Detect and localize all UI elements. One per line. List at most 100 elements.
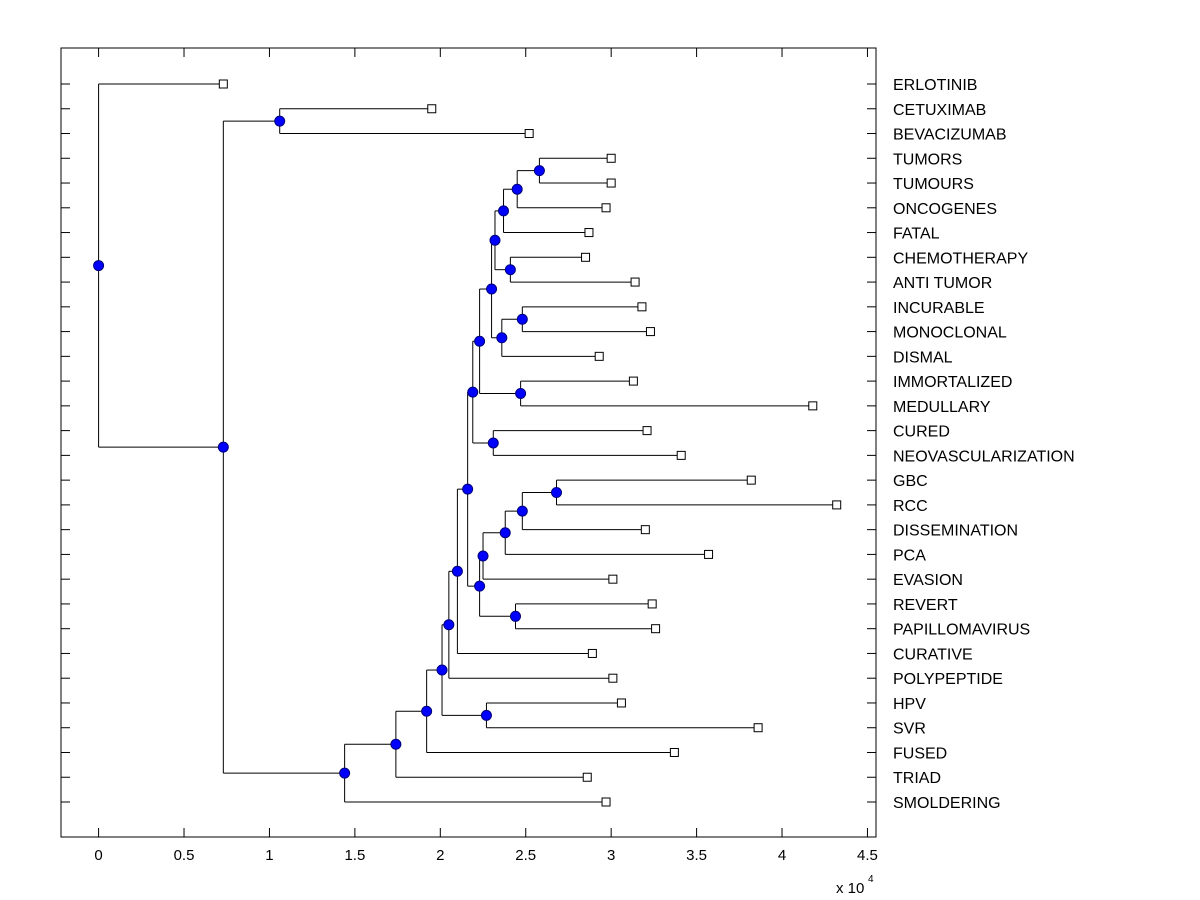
internal-node-marker xyxy=(93,260,105,272)
leaf-label: CHEMOTHERAPY xyxy=(893,250,1028,267)
internal-node-marker xyxy=(550,487,562,499)
x-tick-label: 3 xyxy=(607,847,615,864)
x-tick-label: 2.5 xyxy=(515,847,536,864)
internal-node-marker xyxy=(462,483,474,495)
internal-node-marker xyxy=(516,313,528,325)
leaf-label: CURATIVE xyxy=(893,646,973,663)
internal-node-marker xyxy=(467,386,479,398)
leaf-marker xyxy=(642,426,652,436)
leaf-label: REVERT xyxy=(893,597,958,614)
internal-node-marker xyxy=(390,738,402,750)
leaf-marker xyxy=(601,203,611,213)
leaf-marker xyxy=(601,797,611,807)
internal-node-marker xyxy=(511,183,523,195)
internal-node-marker xyxy=(480,709,492,721)
internal-node-marker xyxy=(504,264,516,276)
x-tick-label: 4.5 xyxy=(857,847,878,864)
leaf-label: TUMOURS xyxy=(893,176,974,193)
internal-node-marker xyxy=(509,610,521,622)
leaf-marker xyxy=(676,450,686,460)
leaf-marker xyxy=(628,376,638,386)
leaf-marker xyxy=(647,599,657,609)
internal-node-marker xyxy=(499,527,511,539)
axes-box xyxy=(60,47,877,838)
leaf-label: POLYPEPTIDE xyxy=(893,671,1003,688)
internal-node-marker xyxy=(474,580,486,592)
leaf-marker xyxy=(645,327,655,337)
leaf-marker xyxy=(606,178,616,188)
leaf-label: EVASION xyxy=(893,572,963,589)
leaf-label: TUMORS xyxy=(893,151,962,168)
leaf-marker xyxy=(616,698,626,708)
leaf-label: CETUXIMAB xyxy=(893,102,986,119)
leaf-label: TRIAD xyxy=(893,770,941,787)
internal-node-marker xyxy=(436,664,448,676)
x-tick-label: 0.5 xyxy=(174,847,195,864)
leaf-marker xyxy=(608,673,618,683)
leaf-markers xyxy=(218,79,842,807)
internal-node-marker xyxy=(496,332,508,344)
x-axis-ticks xyxy=(98,48,868,837)
x-axis-tick-labels: 0 0.5 1 1.5 2 2.5 3 3.5 4 4.5 xyxy=(94,847,877,864)
x-tick-label: 1 xyxy=(265,847,273,864)
internal-node-marker xyxy=(451,565,463,577)
x-tick-label: 3.5 xyxy=(686,847,707,864)
leaf-label: SVR xyxy=(893,721,926,738)
leaf-marker xyxy=(427,104,437,114)
leaf-label: HPV xyxy=(893,696,926,713)
leaf-label: MEDULLARY xyxy=(893,399,991,416)
leaf-marker xyxy=(608,574,618,584)
leaf-marker xyxy=(584,228,594,238)
x-tick-label: 4 xyxy=(778,847,786,864)
leaf-labels: ERLOTINIB CETUXIMAB BEVACIZUMAB TUMORS TUMOU… xyxy=(893,77,1075,812)
leaf-marker xyxy=(581,252,591,262)
leaf-marker xyxy=(587,648,597,658)
x-tick-label: 1.5 xyxy=(344,847,365,864)
leaf-label: SMOLDERING xyxy=(893,795,1001,812)
leaf-label: FATAL xyxy=(893,226,940,243)
internal-node-marker xyxy=(516,505,528,517)
leaf-marker xyxy=(832,500,842,510)
leaf-marker xyxy=(753,723,763,733)
internal-node-marker xyxy=(443,619,455,631)
internal-node-marker xyxy=(339,767,351,779)
x-axis-multiplier-exponent: 4 xyxy=(868,874,874,885)
leaf-marker xyxy=(582,772,592,782)
leaf-marker xyxy=(651,624,661,634)
internal-node-marker xyxy=(274,115,286,127)
internal-node-marker xyxy=(515,387,527,399)
leaf-label: NEOVASCULARIZATION xyxy=(893,448,1075,465)
internal-node-marker xyxy=(477,550,489,562)
leaf-marker xyxy=(704,549,714,559)
dendrogram-branches xyxy=(98,83,837,803)
x-tick-label: 0 xyxy=(94,847,102,864)
leaf-label: RCC xyxy=(893,498,928,515)
leaf-label: DISSEMINATION xyxy=(893,523,1018,540)
y-axis-ticks xyxy=(61,83,876,803)
internal-node-marker xyxy=(421,705,433,717)
leaf-label: PCA xyxy=(893,547,926,564)
leaf-label: IMMORTALIZED xyxy=(893,374,1012,391)
leaf-marker xyxy=(637,302,647,312)
leaf-label: PAPILLOMAVIRUS xyxy=(893,622,1030,639)
leaf-label: INCURABLE xyxy=(893,300,985,317)
leaf-label: CURED xyxy=(893,424,950,441)
leaf-label: GBC xyxy=(893,473,928,490)
leaf-label: ONCOGENES xyxy=(893,201,997,218)
x-axis-multiplier-label: x 10 xyxy=(836,880,864,897)
leaf-marker xyxy=(746,475,756,485)
internal-node-marker xyxy=(486,283,498,295)
leaf-label: MONOCLONAL xyxy=(893,325,1007,342)
leaf-marker xyxy=(606,153,616,163)
internal-node-marker xyxy=(487,437,499,449)
leaf-marker xyxy=(640,525,650,535)
leaf-label: DISMAL xyxy=(893,349,953,366)
x-tick-label: 2 xyxy=(436,847,444,864)
internal-node-marker xyxy=(474,335,486,347)
plot-area-border xyxy=(60,47,877,838)
leaf-label: ANTI TUMOR xyxy=(893,275,992,292)
leaf-marker xyxy=(630,277,640,287)
leaf-marker xyxy=(669,747,679,757)
internal-node-marker xyxy=(217,441,229,453)
internal-node-marker xyxy=(498,205,510,217)
